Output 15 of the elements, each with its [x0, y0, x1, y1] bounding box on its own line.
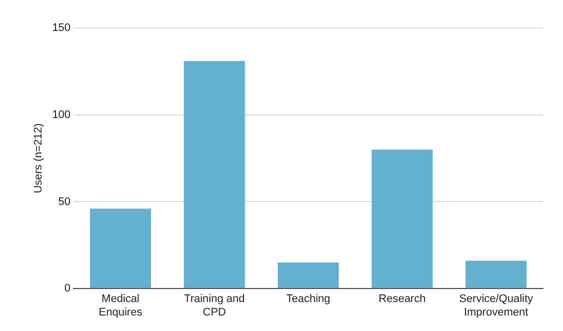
x-tick-label: Training and CPD: [184, 293, 245, 318]
x-tick-label: Medical Enquires: [98, 293, 143, 318]
x-tick-label: Service/Quality Improvement: [459, 293, 534, 318]
bar: [466, 260, 527, 288]
y-tick-label: 50: [58, 196, 71, 208]
bar: [278, 262, 339, 288]
x-tick-label: Research: [378, 293, 426, 306]
y-tick-label: 0: [64, 282, 71, 295]
bar: [372, 150, 433, 288]
y-tick-label: 100: [52, 108, 71, 121]
bar: [184, 61, 245, 288]
bar: [90, 208, 152, 288]
x-tick-label: Teaching: [286, 293, 330, 306]
y-tick-label: 150: [52, 22, 71, 34]
y-axis-title: Users (n=212): [32, 123, 45, 194]
